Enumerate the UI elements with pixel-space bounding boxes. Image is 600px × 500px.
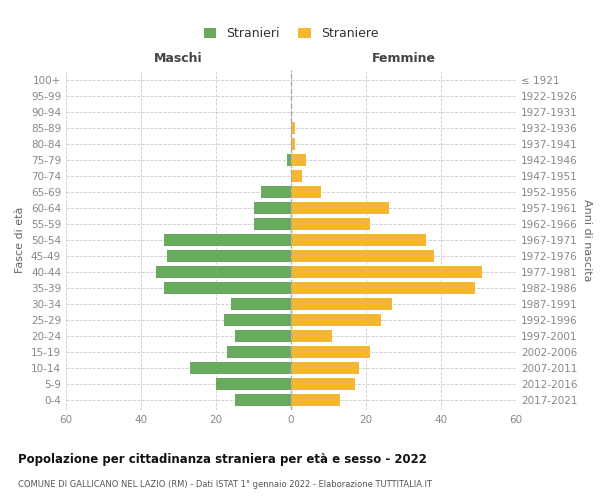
Text: Femmine: Femmine (371, 52, 436, 65)
Bar (223, 314, 291, 326)
Bar (156, 266, 291, 278)
Text: COMUNE DI GALLICANO NEL LAZIO (RM) - Dati ISTAT 1° gennaio 2022 - Elaborazione T: COMUNE DI GALLICANO NEL LAZIO (RM) - Dat… (18, 480, 432, 489)
Bar (291, 186, 321, 198)
Bar (227, 346, 291, 358)
Bar (291, 234, 426, 246)
Bar (163, 234, 291, 246)
Bar (163, 282, 291, 294)
Y-axis label: Anni di nascita: Anni di nascita (581, 198, 592, 281)
Bar (287, 154, 291, 166)
Y-axis label: Fasce di età: Fasce di età (16, 207, 25, 273)
Bar (291, 122, 295, 134)
Bar (291, 346, 370, 358)
Bar (291, 394, 340, 406)
Bar (231, 298, 291, 310)
Bar (254, 202, 291, 214)
Bar (291, 170, 302, 182)
Bar (291, 202, 389, 214)
Bar (291, 250, 433, 262)
Text: Maschi: Maschi (154, 52, 203, 65)
Text: Popolazione per cittadinanza straniera per età e sesso - 2022: Popolazione per cittadinanza straniera p… (18, 452, 427, 466)
Bar (291, 154, 306, 166)
Bar (291, 138, 295, 150)
Bar (291, 282, 475, 294)
Bar (261, 186, 291, 198)
Bar (291, 362, 359, 374)
Bar (291, 314, 381, 326)
Bar (167, 250, 291, 262)
Bar (291, 378, 355, 390)
Bar (291, 298, 392, 310)
Legend: Stranieri, Straniere: Stranieri, Straniere (199, 22, 383, 46)
Bar (291, 218, 370, 230)
Bar (291, 266, 482, 278)
Bar (254, 218, 291, 230)
Bar (190, 362, 291, 374)
Bar (235, 394, 291, 406)
Bar (216, 378, 291, 390)
Bar (291, 330, 332, 342)
Bar (235, 330, 291, 342)
